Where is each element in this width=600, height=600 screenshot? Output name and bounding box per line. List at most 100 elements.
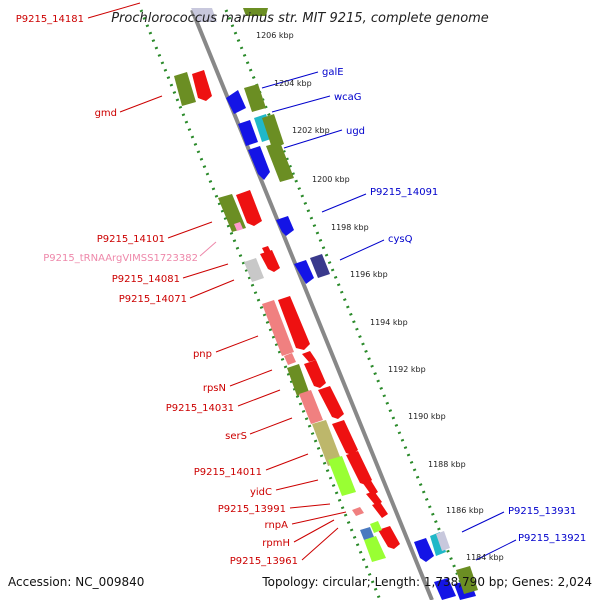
gene-olive-14091 xyxy=(266,142,294,182)
gene-label-14031[interactable]: P9215_14031 xyxy=(166,403,234,414)
gene-label-rnpA[interactable]: rnpA xyxy=(265,520,289,531)
gene-blue-rpmH xyxy=(360,527,374,540)
gene-label-yidC[interactable]: yidC xyxy=(250,487,272,498)
connector-13921 xyxy=(475,539,517,561)
gene-navy-cysQ xyxy=(310,254,330,278)
gene-label-14091[interactable]: P9215_14091 xyxy=(370,187,438,198)
gene-olive-13921 xyxy=(456,566,478,594)
gene-grey-13931 xyxy=(436,531,450,551)
gene-label-trna[interactable]: P9215_tRNAArgVIMSS1723382 xyxy=(43,253,198,264)
gene-olive-ugd xyxy=(262,114,284,148)
gene-grey-14081 xyxy=(244,258,264,282)
gene-olive-rpsN xyxy=(287,364,309,396)
forward-gene-labels: galE wcaG ugd P9215_14091 cysQ P9215_139… xyxy=(322,67,586,544)
gene-label-14071[interactable]: P9215_14071 xyxy=(119,294,187,305)
gene-label-serS[interactable]: serS xyxy=(225,431,247,442)
gene-red-14071 xyxy=(260,250,280,272)
gene-red-rpsN xyxy=(304,360,326,388)
gene-blue-cysQ-2 xyxy=(294,260,314,284)
genome-summary-text: Topology: circular; Length: 1,738,790 bp… xyxy=(261,575,592,589)
gene-blue-cysQ xyxy=(276,216,294,236)
reverse-gene-labels: P9215_14181 gmd P9215_14101 P9215_tRNAAr… xyxy=(16,14,298,567)
label-connectors xyxy=(87,2,517,561)
kbp-label-1204: 1204 kbp xyxy=(274,79,312,88)
gene-partial-grey-top xyxy=(191,8,217,22)
kbp-label-1198: 1198 kbp xyxy=(331,223,369,232)
gene-pink-trna xyxy=(234,222,243,231)
gene-lime-14011 xyxy=(328,456,356,496)
connector-serS xyxy=(249,417,293,435)
connector-14091 xyxy=(321,193,367,213)
gene-red-13991 xyxy=(372,502,388,518)
connector-14181 xyxy=(87,2,141,19)
scale-labels: 1206 kbp 1204 kbp 1202 kbp 1200 kbp 1198… xyxy=(256,31,504,562)
gene-red-serS xyxy=(332,420,358,455)
gene-label-galE[interactable]: galE xyxy=(322,67,344,78)
connector-rpmH xyxy=(293,519,335,543)
gene-label-rpmH[interactable]: rpmH xyxy=(262,538,290,549)
connector-14081 xyxy=(182,263,229,279)
gene-label-pnp[interactable]: pnp xyxy=(193,349,212,360)
connector-14011 xyxy=(265,453,309,471)
gene-label-14181[interactable]: P9215_14181 xyxy=(16,14,84,25)
connector-14101 xyxy=(167,221,213,239)
gene-label-14081[interactable]: P9215_14081 xyxy=(112,274,180,285)
connector-13991 xyxy=(289,503,331,509)
gene-blue-13921 xyxy=(434,578,456,600)
connector-rpsN xyxy=(229,369,273,387)
gene-label-13921[interactable]: P9215_13921 xyxy=(518,533,586,544)
connector-wcaG xyxy=(271,95,331,113)
gene-olive-galE xyxy=(244,84,266,112)
gene-label-gmd[interactable]: gmd xyxy=(95,108,117,119)
top-partial-genes xyxy=(191,8,268,22)
gene-red-14011 xyxy=(346,451,372,485)
gene-salmon-14031 xyxy=(299,390,323,424)
connector-14071 xyxy=(189,279,235,299)
accession-text: Accession: NC_009840 xyxy=(8,575,144,589)
gene-label-13961[interactable]: P9215_13961 xyxy=(230,556,298,567)
reverse-genes xyxy=(174,70,400,562)
connector-14031 xyxy=(237,389,281,407)
kbp-label-1188: 1188 kbp xyxy=(428,460,466,469)
gene-lime-13961-2 xyxy=(370,521,382,533)
gene-red-13961 xyxy=(378,526,400,549)
kbp-label-1186: 1186 kbp xyxy=(446,506,484,515)
connector-13961 xyxy=(301,527,339,561)
kbp-label-1200: 1200 kbp xyxy=(312,175,350,184)
kbp-label-1190: 1190 kbp xyxy=(408,412,446,421)
gene-label-cysQ[interactable]: cysQ xyxy=(388,234,413,245)
connector-pnp xyxy=(215,335,259,353)
gene-label-rpsN[interactable]: rpsN xyxy=(203,383,226,394)
gene-label-13931[interactable]: P9215_13931 xyxy=(508,506,576,517)
gene-label-wcaG[interactable]: wcaG xyxy=(334,92,362,103)
gene-olive-gmd-1 xyxy=(174,72,196,106)
kbp-label-1184: 1184 kbp xyxy=(466,553,504,562)
gene-blue-ugd xyxy=(248,146,270,180)
gene-label-ugd[interactable]: ugd xyxy=(346,126,365,137)
connector-cysQ xyxy=(339,239,385,261)
kbp-label-1192: 1192 kbp xyxy=(388,365,426,374)
gene-red-small-1 xyxy=(302,351,316,362)
gene-blue-13931 xyxy=(414,538,434,562)
connector-13931 xyxy=(461,511,505,533)
gene-label-14011[interactable]: P9215_14011 xyxy=(194,467,262,478)
gene-salmon-rpsN-small xyxy=(284,353,296,365)
gene-red-gmd xyxy=(192,70,212,101)
gene-partial-olive-top xyxy=(243,8,268,16)
connector-galE xyxy=(261,71,319,89)
connector-rnpA xyxy=(291,511,347,525)
map-title: Prochlorococcus marinus str. MIT 9215, c… xyxy=(111,11,489,26)
gene-label-13991[interactable]: P9215_13991 xyxy=(218,504,286,515)
kbp-label-1206: 1206 kbp xyxy=(256,31,294,40)
kbp-label-1194: 1194 kbp xyxy=(370,318,408,327)
gene-khaki-serS xyxy=(312,420,342,466)
gene-red-14101 xyxy=(236,190,262,226)
kbp-label-1202: 1202 kbp xyxy=(292,126,330,135)
gene-red-pnp xyxy=(278,296,310,350)
connector-ugd xyxy=(283,129,343,149)
kbp-label-1196: 1196 kbp xyxy=(350,270,388,279)
gene-lime-13961 xyxy=(364,536,386,562)
gene-label-14101[interactable]: P9215_14101 xyxy=(97,234,165,245)
gene-red-14031 xyxy=(318,386,344,419)
